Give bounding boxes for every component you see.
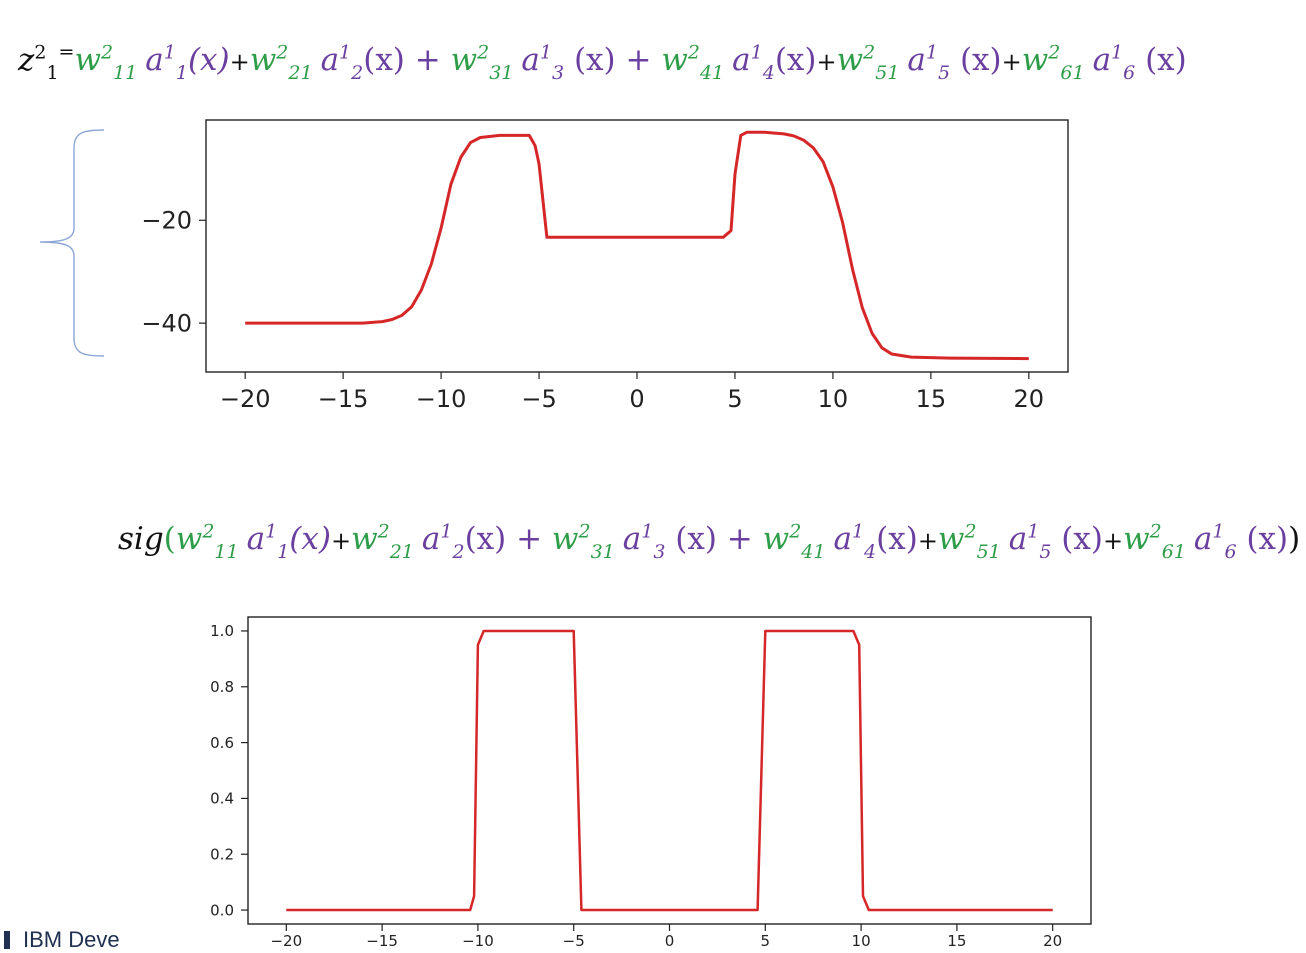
y-tick-label: −40 [141, 310, 192, 338]
series-line-1 [245, 132, 1029, 358]
x-tick-label: 10 [852, 932, 871, 950]
x-tick-label: 15 [947, 932, 966, 950]
x-tick-label: −10 [416, 385, 467, 413]
y-tick-label: 0.4 [210, 790, 234, 808]
x-tick-label: 20 [1014, 385, 1045, 413]
y-tick-label: 0.0 [210, 901, 234, 919]
x-tick-label: −5 [563, 932, 585, 950]
plot-frame [248, 617, 1091, 924]
chart-sigmoid: −20 −15 −10 −5 0 5 10 15 20 0.0 0.2 0.4 0.6 0.8 1.0 [210, 617, 1091, 950]
x-tick-label: 5 [727, 385, 742, 413]
y-tick-label: 0.8 [210, 678, 234, 696]
x-tick-label: 15 [916, 385, 947, 413]
x-tick-label: 10 [818, 385, 849, 413]
x-tick-label: −15 [318, 385, 369, 413]
x-tick-label: −20 [220, 385, 271, 413]
x-tick-label: −10 [462, 932, 494, 950]
curly-brace-icon [40, 130, 104, 356]
x-tick-label: −5 [521, 385, 556, 413]
plot-frame [206, 120, 1068, 372]
brand-logo: IBM Deve [0, 927, 120, 953]
chart-weighted-sum: −20 −15 −10 −5 0 5 10 15 20 −20 −40 [141, 120, 1068, 413]
x-tick-label: 5 [761, 932, 771, 950]
x-tick-label: 20 [1043, 932, 1062, 950]
x-tick-label: −15 [366, 932, 398, 950]
x-tick-label: 0 [629, 385, 644, 413]
series-line-1 [286, 631, 1052, 910]
y-tick-label: 1.0 [210, 622, 234, 640]
x-tick-label: −20 [270, 932, 302, 950]
x-tick-label: 0 [665, 932, 675, 950]
y-tick-label: 0.6 [210, 734, 234, 752]
brand-text: IBM Deve [23, 927, 120, 952]
y-tick-label: −20 [141, 207, 192, 235]
brand-bar-icon [4, 931, 10, 949]
y-tick-label: 0.2 [210, 845, 234, 863]
